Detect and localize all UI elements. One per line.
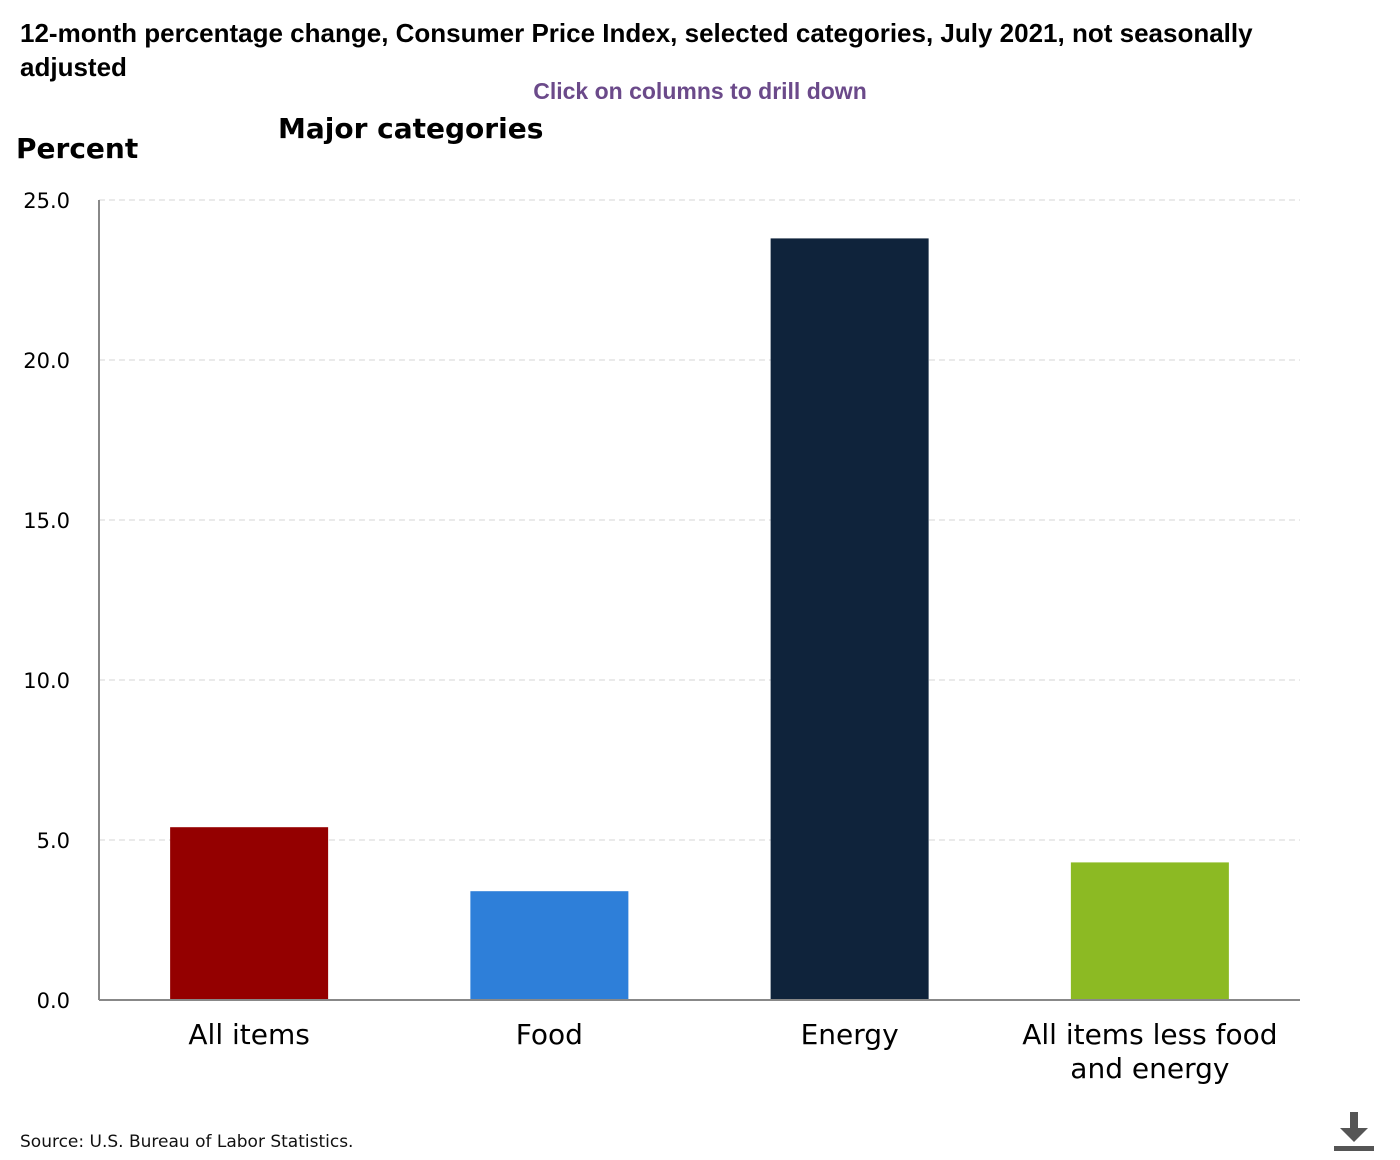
axis-labels: 0.0 5.0 10.0 15.0 20.0 25.0 All items Food Energ… [23,189,1277,1085]
y-tick-label: 5.0 [37,829,70,853]
bar[interactable] [770,238,929,1000]
x-tick-label: Food [516,1018,583,1051]
gridlines [99,199,1300,841]
y-tick-label: 15.0 [23,509,70,533]
bar[interactable] [1070,862,1229,1000]
bars [170,238,1229,1000]
x-tick-label: All items less food [1022,1018,1277,1051]
x-tick-label: and energy [1070,1052,1229,1085]
download-icon [1334,1112,1374,1151]
x-tick-label: Energy [801,1018,899,1051]
download-button[interactable] [1332,1110,1376,1154]
y-tick-label: 0.0 [37,989,70,1013]
axes [98,200,1300,1001]
source-note: Source: U.S. Bureau of Labor Statistics. [20,1132,354,1152]
y-tick-label: 20.0 [23,349,70,373]
bar[interactable] [170,827,329,1000]
y-tick-label: 25.0 [23,189,70,213]
y-tick-label: 10.0 [23,669,70,693]
x-tick-label: All items [188,1018,309,1051]
chart-subtitle: Major categories [278,112,544,145]
bar[interactable] [470,891,629,1000]
drill-down-hint[interactable]: Click on columns to drill down [533,78,867,104]
y-axis-title: Percent [16,132,139,165]
chart-title: 12-month percentage change, Consumer Pri… [20,18,1253,82]
